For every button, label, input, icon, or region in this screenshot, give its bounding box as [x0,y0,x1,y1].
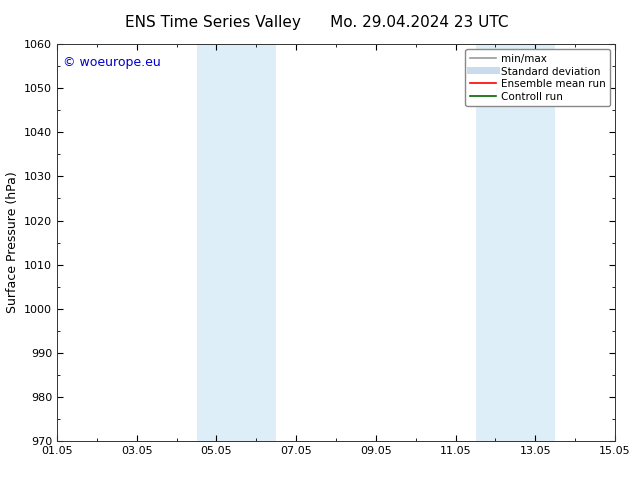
Text: ENS Time Series Valley      Mo. 29.04.2024 23 UTC: ENS Time Series Valley Mo. 29.04.2024 23… [126,15,508,30]
Text: © woeurope.eu: © woeurope.eu [63,56,160,69]
Bar [476,44,555,441]
Legend: min/max, Standard deviation, Ensemble mean run, Controll run: min/max, Standard deviation, Ensemble me… [465,49,610,106]
Y-axis label: Surface Pressure (hPa): Surface Pressure (hPa) [6,172,18,314]
Bar [197,44,276,441]
